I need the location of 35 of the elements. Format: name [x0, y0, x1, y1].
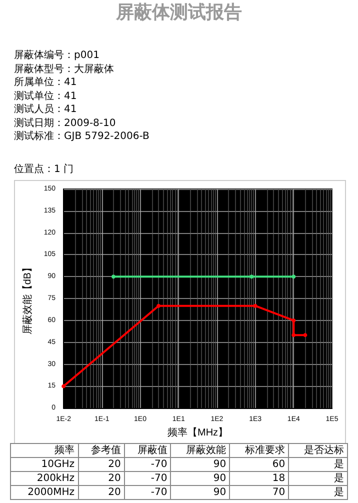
- text: 屏蔽体编号：p001: [14, 48, 100, 62]
- text: 位置点：1 门: [14, 162, 74, 176]
- text: 频率: [10, 444, 78, 458]
- text: 标准要求: [230, 444, 289, 458]
- text: 测试日期：2009-8-10: [14, 116, 116, 130]
- y-axis-title: 屏蔽效能【dB】: [22, 262, 34, 335]
- text: 屏蔽值: [124, 444, 171, 458]
- text: 90: [170, 458, 230, 472]
- text: 测试标准：GJB 5792-2006-B: [14, 130, 150, 143]
- x-axis-title: 频率【MHz】: [168, 426, 228, 438]
- text: 70: [230, 486, 289, 500]
- text: 20: [78, 472, 124, 486]
- chart-title: 屏蔽体测试报告: [114, 1, 243, 24]
- text: 屏蔽效能: [170, 444, 230, 458]
- text: 是: [288, 486, 348, 500]
- text: 所属单位：41: [14, 76, 77, 89]
- text: 20: [78, 486, 124, 500]
- text: 屏蔽体型号：大屏蔽体: [14, 62, 114, 76]
- text: 200kHz: [10, 472, 78, 486]
- text: 60: [230, 458, 289, 472]
- text: 90: [170, 486, 230, 500]
- text: 20: [78, 458, 124, 472]
- text: 是否达标: [288, 444, 348, 458]
- text: 是: [288, 458, 348, 472]
- text: -70: [124, 458, 171, 472]
- text: 2000MHz: [10, 486, 78, 500]
- text: 18: [230, 472, 289, 486]
- text: 参考值: [78, 444, 124, 458]
- text: 测试人员：41: [14, 102, 77, 116]
- text: -70: [124, 472, 171, 486]
- text: 测试单位：41: [14, 90, 77, 102]
- text: 10GHz: [10, 458, 78, 472]
- text: 90: [170, 472, 230, 486]
- text: 是: [288, 472, 348, 486]
- text: -70: [124, 486, 171, 500]
